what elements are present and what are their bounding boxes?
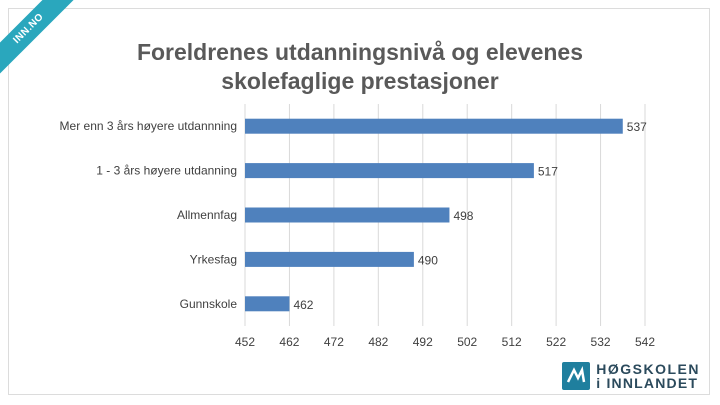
x-tick-label: 472 [324, 335, 344, 349]
data-label: 462 [293, 298, 313, 312]
bar [245, 296, 290, 312]
data-label: 537 [627, 120, 647, 134]
x-tick-label: 512 [502, 335, 522, 349]
chart-title-line-1: Foreldrenes utdanningsnivå og elevenes [136, 39, 584, 65]
slide-frame [8, 8, 710, 395]
brand-name-line-2: i INNLANDET [596, 375, 699, 391]
brand-logo: HØGSKOLEN i INNLANDET [562, 361, 700, 391]
data-label: 498 [453, 209, 473, 223]
category-label: Yrkesfag [190, 252, 237, 266]
x-tick-label: 462 [279, 335, 299, 349]
chart-title-line-2: skolefaglige prestasjoner [221, 68, 499, 94]
bar [245, 251, 414, 267]
category-label: Mer enn 3 års høyere utdannning [60, 119, 237, 133]
category-label: Allmennfag [177, 208, 237, 222]
data-label: 517 [538, 165, 558, 179]
x-tick-label: 482 [368, 335, 388, 349]
brand-name-line-1: HØGSKOLEN [596, 361, 700, 377]
x-tick-label: 532 [591, 335, 611, 349]
chart-title: Foreldrenes utdanningsnivå og elevenes s… [60, 38, 660, 96]
category-label: 1 - 3 års høyere utdanning [96, 164, 237, 178]
x-tick-label: 452 [235, 335, 255, 349]
category-label: Gunnskole [180, 297, 238, 311]
brand-mark-icon [562, 362, 591, 390]
bar [245, 163, 534, 179]
x-tick-label: 542 [635, 335, 655, 349]
x-tick-label: 492 [413, 335, 433, 349]
x-tick-label: 502 [457, 335, 477, 349]
data-label: 490 [418, 253, 438, 267]
x-tick-label: 522 [546, 335, 566, 349]
bar [245, 118, 623, 134]
bar [245, 207, 450, 223]
